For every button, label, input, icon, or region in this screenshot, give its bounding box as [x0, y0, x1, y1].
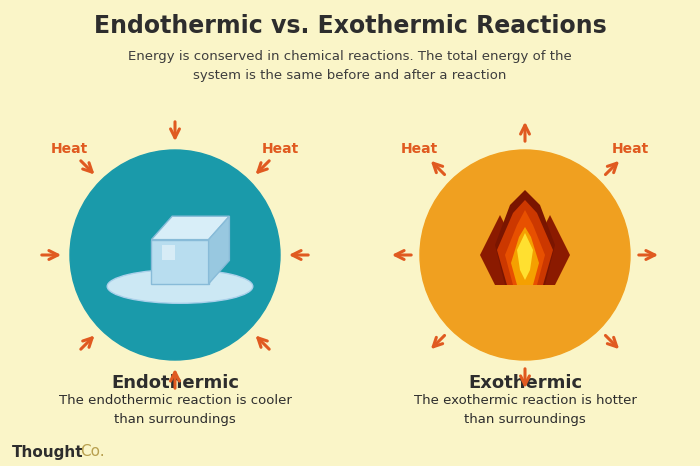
Polygon shape	[495, 190, 555, 285]
Text: Heat: Heat	[50, 142, 88, 156]
Polygon shape	[530, 215, 570, 285]
Text: The exothermic reaction is hotter
than surroundings: The exothermic reaction is hotter than s…	[414, 394, 636, 426]
Text: The endothermic reaction is cooler
than surroundings: The endothermic reaction is cooler than …	[59, 394, 291, 426]
Polygon shape	[511, 227, 539, 285]
Text: Energy is conserved in chemical reactions. The total energy of the
system is the: Energy is conserved in chemical reaction…	[128, 50, 572, 82]
Text: Thought: Thought	[12, 445, 83, 459]
Polygon shape	[151, 240, 209, 284]
Text: Exothermic: Exothermic	[468, 374, 582, 392]
Text: Heat: Heat	[612, 142, 650, 156]
Text: Co.: Co.	[80, 445, 104, 459]
Polygon shape	[497, 200, 553, 285]
Polygon shape	[151, 216, 230, 240]
Polygon shape	[209, 216, 230, 284]
Polygon shape	[480, 215, 520, 285]
Circle shape	[420, 150, 630, 360]
Text: Endothermic: Endothermic	[111, 374, 239, 392]
Polygon shape	[505, 210, 545, 285]
Text: Heat: Heat	[262, 142, 300, 156]
Text: Heat: Heat	[400, 142, 438, 156]
Ellipse shape	[107, 269, 253, 303]
Polygon shape	[517, 233, 533, 280]
Circle shape	[70, 150, 280, 360]
Polygon shape	[162, 245, 175, 260]
Text: Endothermic vs. Exothermic Reactions: Endothermic vs. Exothermic Reactions	[94, 14, 606, 38]
